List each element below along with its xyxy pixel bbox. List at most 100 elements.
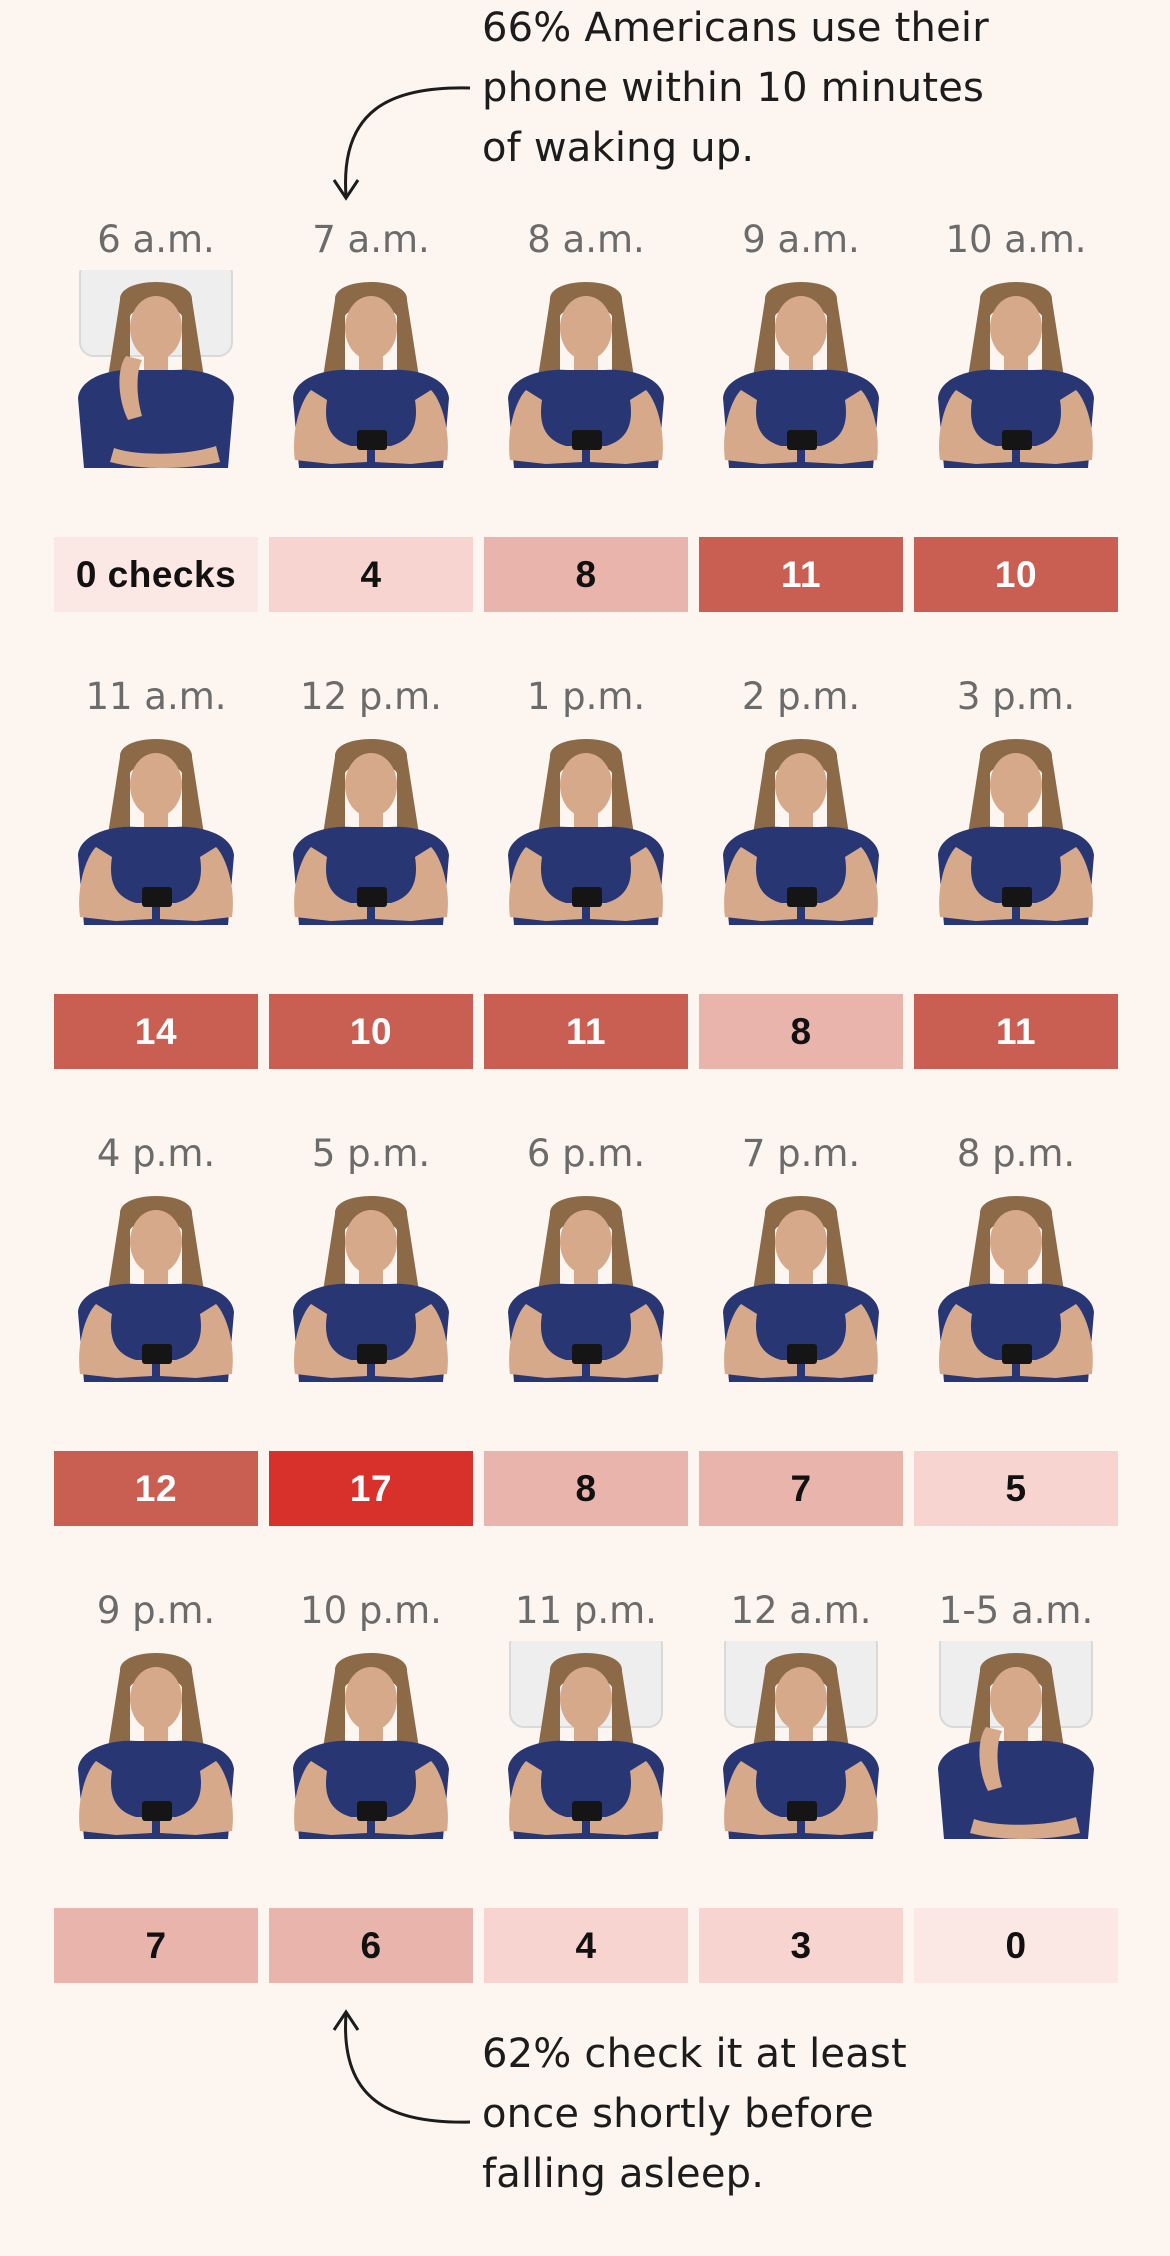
person-using-phone-icon [271, 270, 471, 468]
hour-label: 6 a.m. [97, 218, 215, 261]
hour-cell: 6 a.m. 0 checks [54, 214, 258, 614]
hour-cell: 8 p.m. 5 [914, 1128, 1118, 1528]
check-count: 14 [54, 994, 258, 1069]
check-count: 8 [699, 994, 903, 1069]
hour-label: 12 p.m. [300, 675, 442, 718]
check-count: 8 [484, 1451, 688, 1526]
check-count: 0 checks [54, 537, 258, 612]
check-count: 6 [269, 1908, 473, 1983]
hour-cell: 9 p.m. 7 [54, 1585, 258, 1985]
hour-cell: 10 p.m. 6 [269, 1585, 473, 1985]
phone-icon [572, 430, 602, 450]
check-count: 12 [54, 1451, 258, 1526]
check-count: 11 [484, 994, 688, 1069]
phone-icon [142, 887, 172, 907]
annotation-wake: 66% Americans use their phone within 10 … [482, 0, 1042, 178]
check-count: 8 [484, 537, 688, 612]
person-using-phone-icon [701, 1641, 901, 1839]
hour-cell: 8 a.m. 8 [484, 214, 688, 614]
phone-icon [142, 1801, 172, 1821]
phone-icon [357, 887, 387, 907]
check-count: 7 [54, 1908, 258, 1983]
person-using-phone-icon [701, 727, 901, 925]
hour-row: 11 a.m. 14 12 p.m. 10 1 p.m. 11 2 p.m. 8 3 p.m. 1… [54, 671, 1118, 1128]
person-using-phone-icon [486, 1184, 686, 1382]
person-using-phone-icon [56, 727, 256, 925]
hour-label: 11 p.m. [515, 1589, 657, 1632]
phone-icon [357, 430, 387, 450]
hour-cell: 11 a.m. 14 [54, 671, 258, 1071]
phone-icon [572, 887, 602, 907]
hour-cell: 9 a.m. 11 [699, 214, 903, 614]
person-using-phone-icon [486, 727, 686, 925]
check-count: 11 [699, 537, 903, 612]
person-using-phone-icon [271, 1184, 471, 1382]
annotation-wake-line-1: 66% Americans use their [482, 5, 989, 51]
hour-label: 5 p.m. [311, 1132, 431, 1175]
hour-label: 6 p.m. [526, 1132, 646, 1175]
hour-cell: 5 p.m. 17 [269, 1128, 473, 1528]
phone-icon [787, 430, 817, 450]
person-sleeping-icon [56, 270, 256, 468]
check-count: 4 [484, 1908, 688, 1983]
hour-label: 10 p.m. [300, 1589, 442, 1632]
person-using-phone-icon [701, 270, 901, 468]
hour-cell: 2 p.m. 8 [699, 671, 903, 1071]
hour-label: 1 p.m. [526, 675, 646, 718]
person-using-phone-icon [916, 727, 1116, 925]
hour-cell: 7 p.m. 7 [699, 1128, 903, 1528]
annotation-wake-line-2: phone within 10 minutes [482, 65, 985, 111]
person-using-phone-icon [56, 1184, 256, 1382]
check-count: 0 [914, 1908, 1118, 1983]
phone-icon [787, 1344, 817, 1364]
check-count: 5 [914, 1451, 1118, 1526]
person-using-phone-icon [916, 1184, 1116, 1382]
phone-icon [357, 1801, 387, 1821]
hour-row: 9 p.m. 7 10 p.m. 6 11 p.m. 4 12 a.m. 3 1-5 a.m. 0 [54, 1585, 1118, 2042]
hour-label: 11 a.m. [85, 675, 227, 718]
annotation-sleep: 62% check it at least once shortly befor… [482, 2024, 1042, 2204]
check-count: 17 [269, 1451, 473, 1526]
annotation-sleep-line-1: 62% check it at least [482, 2031, 907, 2077]
hour-label: 9 p.m. [96, 1589, 216, 1632]
check-count: 10 [269, 994, 473, 1069]
hour-cell: 11 p.m. 4 [484, 1585, 688, 1985]
check-count: 11 [914, 994, 1118, 1069]
person-using-phone-icon [56, 1641, 256, 1839]
hour-cell: 3 p.m. 11 [914, 671, 1118, 1071]
hour-label: 8 a.m. [527, 218, 645, 261]
hour-label: 9 a.m. [742, 218, 860, 261]
hour-label: 3 p.m. [956, 675, 1076, 718]
hour-row: 6 a.m. 0 checks 7 a.m. 4 8 a.m. 8 9 a.m. 11 10 a… [54, 214, 1118, 671]
phone-icon [142, 1344, 172, 1364]
hour-label: 8 p.m. [956, 1132, 1076, 1175]
person-using-phone-icon [271, 727, 471, 925]
check-count: 7 [699, 1451, 903, 1526]
hour-cell: 1-5 a.m. 0 [914, 1585, 1118, 1985]
hour-cell: 10 a.m. 10 [914, 214, 1118, 614]
check-count: 10 [914, 537, 1118, 612]
phone-icon [572, 1344, 602, 1364]
hour-cell: 6 p.m. 8 [484, 1128, 688, 1528]
person-using-phone-icon [701, 1184, 901, 1382]
phone-icon [1002, 887, 1032, 907]
hour-label: 2 p.m. [741, 675, 861, 718]
person-using-phone-icon [271, 1641, 471, 1839]
phone-icon [357, 1344, 387, 1364]
hourly-phone-check-grid: 6 a.m. 0 checks 7 a.m. 4 8 a.m. 8 9 a.m. 11 10 a… [54, 214, 1118, 2042]
person-using-phone-icon [916, 270, 1116, 468]
phone-icon [1002, 1344, 1032, 1364]
phone-icon [787, 1801, 817, 1821]
hour-row: 4 p.m. 12 5 p.m. 17 6 p.m. 8 7 p.m. 7 8 p.m. 5 [54, 1128, 1118, 1585]
annotation-sleep-line-2: once shortly before [482, 2091, 874, 2137]
hour-cell: 12 p.m. 10 [269, 671, 473, 1071]
person-using-phone-icon [486, 270, 686, 468]
phone-icon [572, 1801, 602, 1821]
annotation-wake-line-3: of waking up. [482, 125, 755, 171]
hour-cell: 1 p.m. 11 [484, 671, 688, 1071]
hour-label: 12 a.m. [730, 1589, 872, 1632]
check-count: 4 [269, 537, 473, 612]
hour-label: 7 p.m. [741, 1132, 861, 1175]
phone-icon [1002, 430, 1032, 450]
arrowhead-down-icon [332, 179, 360, 201]
